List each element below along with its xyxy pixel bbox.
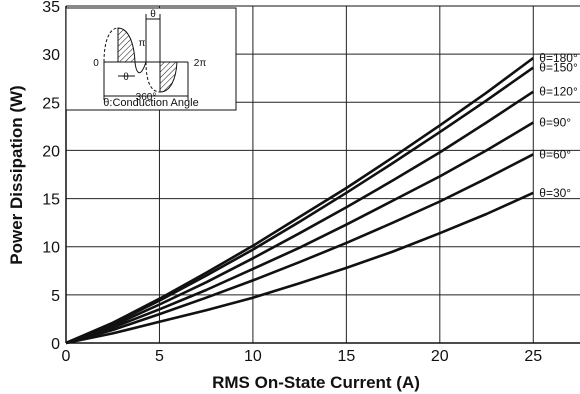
y-tick-label: 30 (42, 47, 60, 64)
series-label: θ=60° (539, 147, 571, 161)
series-line (65, 90, 535, 345)
x-axis-title: RMS On-State Current (A) (212, 373, 420, 392)
inset-wave-dashed-positive (103, 27, 119, 63)
series-labels: θ=180°θ=150° θ=120° θ=90° θ=60° θ=30° (539, 51, 578, 200)
conduction-angle-inset: 0 π 2π θ θ 360° θ:Conduction Angle (65, 7, 237, 111)
x-tick-label: 25 (524, 348, 542, 365)
y-tick-label: 20 (42, 143, 60, 160)
series-line (65, 121, 534, 345)
y-tick-label: 35 (42, 0, 60, 16)
series-label: θ=150° (539, 61, 578, 75)
series-lines (65, 56, 535, 345)
tick-labels: 0 5 10 15 20 25 0 5 10 15 20 25 30 35 (42, 0, 542, 365)
inset-theta-top-label: θ (150, 9, 156, 20)
y-axis-title: Power Dissipation (W) (7, 85, 26, 264)
x-tick-label: 20 (431, 348, 449, 365)
x-tick-label: 15 (337, 348, 355, 365)
inset-wave-mid (134, 61, 147, 74)
inset-theta-mid-label: θ (123, 72, 129, 83)
series-label: θ=30° (539, 186, 571, 200)
inset-zero-label: 0 (93, 58, 99, 69)
series-label: θ=120° (539, 85, 578, 99)
y-tick-label: 0 (51, 336, 60, 353)
x-tick-label: 5 (155, 348, 164, 365)
inset-caption: θ:Conduction Angle (103, 97, 198, 109)
inset-box (65, 7, 237, 111)
x-tick-label: 10 (244, 348, 262, 365)
y-tick-label: 10 (42, 240, 60, 257)
series-line (65, 56, 535, 345)
y-tick-label: 5 (51, 288, 60, 305)
series-line (65, 191, 534, 345)
inset-2pi-label: 2π (194, 58, 207, 69)
series-label: θ=90° (539, 116, 571, 130)
series-line (65, 66, 535, 345)
inset-360-label: 360° (136, 92, 157, 103)
series-label: θ=180° (539, 51, 578, 65)
y-tick-label: 25 (42, 95, 60, 112)
series-line (65, 153, 534, 345)
y-tick-label: 15 (42, 192, 60, 209)
x-tick-label: 0 (62, 348, 71, 365)
inset-pi-label: π (139, 38, 146, 49)
